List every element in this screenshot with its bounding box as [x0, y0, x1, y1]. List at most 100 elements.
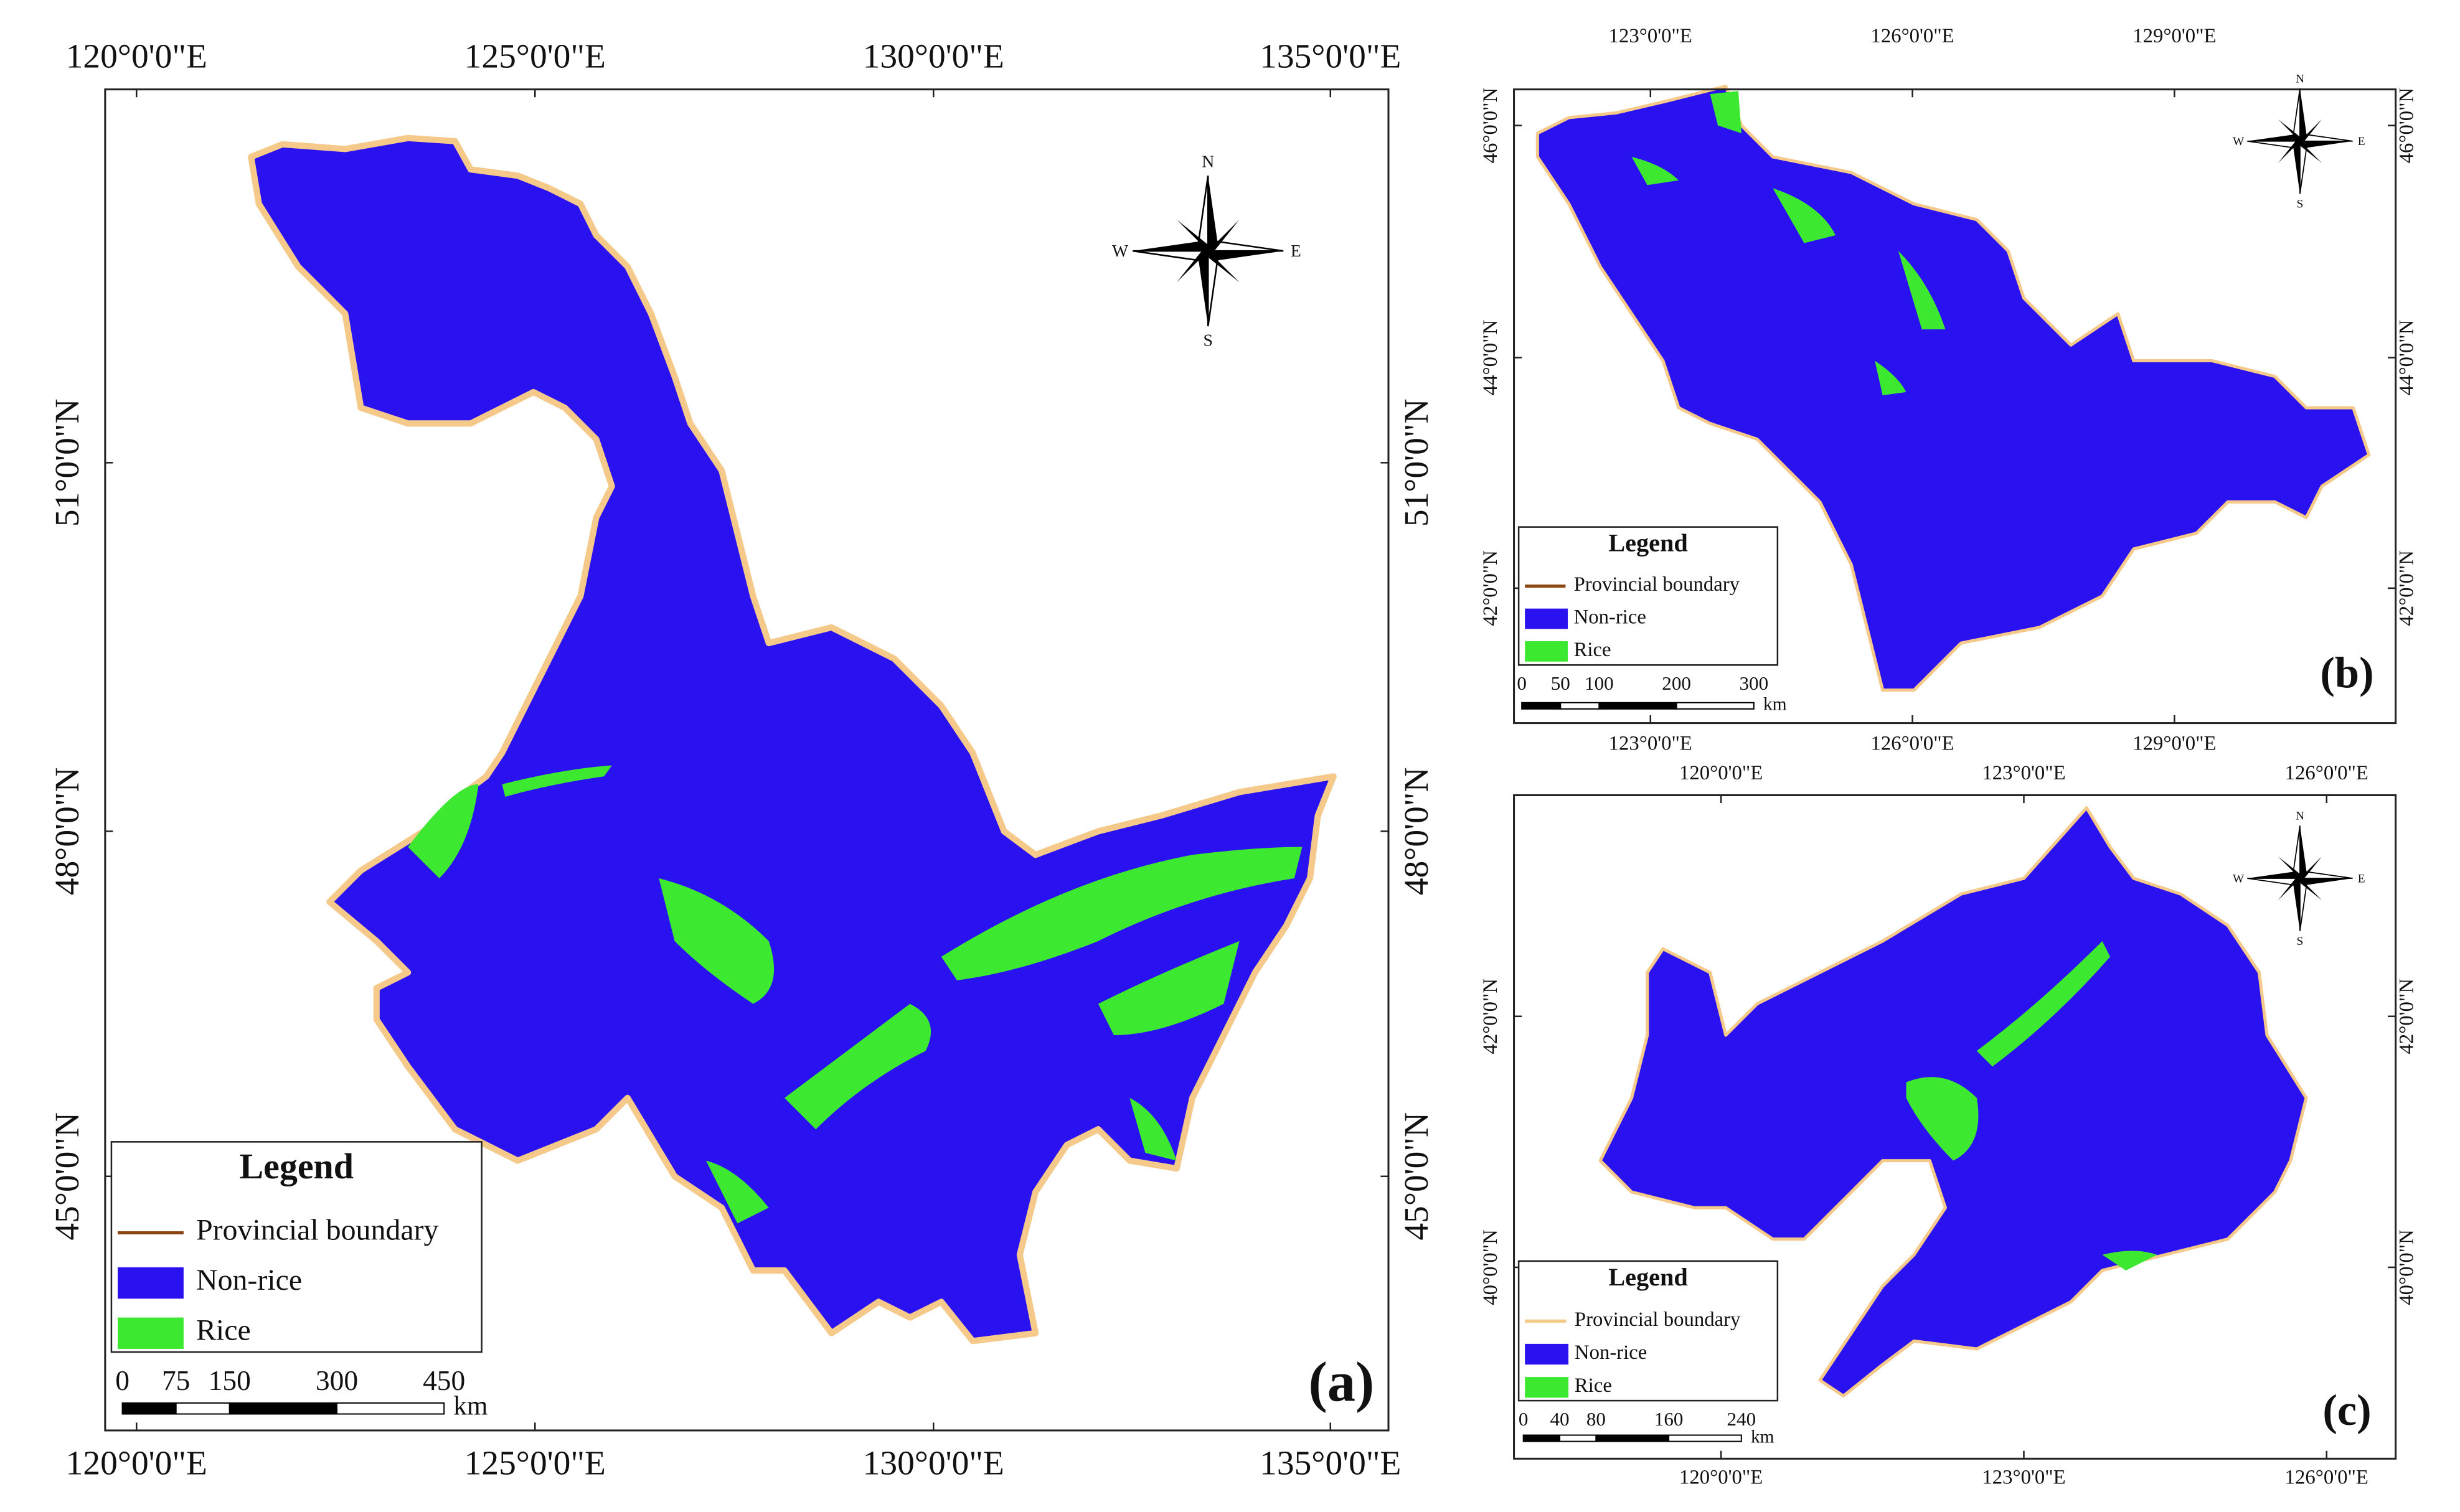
scale-bar-segment [1560, 702, 1600, 710]
legend-item: Rice [1575, 1374, 1612, 1397]
legend-title: Legend [1608, 1263, 1688, 1291]
scale-bar-segment [1522, 1434, 1561, 1442]
scale-bar-label: 80 [1586, 1408, 1606, 1430]
x-coordinate-label: 123°0'0"E [1982, 1467, 2065, 1489]
scale-bar-label: 240 [1727, 1408, 1756, 1430]
map-frame [1513, 794, 2397, 1460]
x-coordinate-label: 126°0'0"E [1870, 25, 1954, 47]
y-coordinate-label: 45°0'0"N [1397, 1112, 1435, 1241]
compass-west: W [2233, 872, 2245, 885]
y-coordinate-label: 40°0'0"N [1479, 1229, 1502, 1305]
north-arrow: N S E W [1112, 151, 1301, 349]
scale-bar-segment [229, 1402, 337, 1415]
scale-bar-unit: km [1763, 695, 1787, 715]
y-coordinate-label: 46°0'0"N [1479, 88, 1502, 164]
jilin-map [1535, 85, 2371, 692]
scale-bar-label: 100 [1585, 672, 1614, 694]
x-coordinate-label: 120°0'0"E [66, 37, 207, 75]
scale-bar-segment [1668, 1434, 1742, 1442]
legend-item: Rice [1574, 639, 1611, 661]
y-coordinate-label: 51°0'0"N [48, 398, 86, 527]
scale-bar-segment [1595, 1434, 1670, 1442]
scale-bar-segment [1559, 1434, 1597, 1442]
x-coordinate-label: 125°0'0"E [464, 37, 606, 75]
compass-south: S [2297, 198, 2304, 211]
compass-east: E [2358, 872, 2365, 885]
y-coordinate-label: 42°0'0"N [1479, 550, 1502, 626]
legend-item: Non-rice [196, 1264, 302, 1297]
liaoning-map [1598, 806, 2308, 1398]
y-coordinate-label: 45°0'0"N [48, 1112, 86, 1241]
legend-rice-swatch [1525, 641, 1568, 662]
y-coordinate-label: 40°0'0"N [2395, 1229, 2418, 1305]
y-coordinate-label: 42°0'0"N [2395, 550, 2418, 626]
panel-label: (b) [2320, 649, 2373, 698]
legend-item: Provincial boundary [196, 1213, 439, 1246]
scale-bar-label: 200 [1662, 672, 1691, 694]
legend-rice-swatch [118, 1317, 184, 1349]
scale-bar-segment [1598, 702, 1677, 710]
x-coordinate-label: 126°0'0"E [2285, 1467, 2368, 1489]
compass-rose [1132, 174, 1284, 327]
scale-bar-label: 0 [115, 1364, 130, 1396]
legend-rice-swatch [1525, 1377, 1569, 1398]
map-frame [1513, 88, 2397, 725]
x-coordinate-label: 123°0'0"E [1982, 762, 2065, 784]
scale-bar-segment [175, 1402, 230, 1415]
legend-box [110, 1141, 483, 1353]
x-coordinate-label: 126°0'0"E [1870, 732, 1954, 754]
y-coordinate-label: 44°0'0"N [1479, 320, 1502, 396]
heilongjiang-map [248, 134, 1337, 1345]
legend-nonrice-swatch [1525, 608, 1568, 629]
north-arrow: N S E W [2233, 810, 2365, 948]
x-coordinate-label: 130°0'0"E [863, 37, 1004, 75]
legend-nonrice-swatch [1525, 1343, 1569, 1365]
y-coordinate-label: 48°0'0"N [48, 768, 86, 896]
x-coordinate-label: 123°0'0"E [1609, 25, 1692, 47]
compass-north: N [1202, 151, 1214, 171]
compass-north: N [2296, 72, 2304, 85]
scale-bar-label: 40 [1550, 1408, 1569, 1430]
legend-nonrice-swatch [118, 1267, 184, 1299]
scale-bar-label: 300 [1739, 672, 1768, 694]
legend-title: Legend [1608, 528, 1688, 556]
x-coordinate-label: 123°0'0"E [1609, 732, 1692, 754]
scale-bar-unit: km [1751, 1427, 1774, 1447]
y-coordinate-label: 46°0'0"N [2395, 88, 2418, 164]
compass-south: S [1204, 331, 1213, 350]
scale-bar-label: 75 [162, 1364, 190, 1396]
legend-item: Rice [196, 1314, 251, 1347]
scale-bar-segment [1521, 702, 1562, 710]
x-coordinate-label: 125°0'0"E [464, 1444, 606, 1482]
scale-bar-segment [336, 1402, 445, 1415]
map-frame [104, 88, 1390, 1432]
north-arrow: N S E W [2233, 72, 2365, 210]
y-coordinate-label: 42°0'0"N [1479, 979, 1502, 1054]
y-coordinate-label: 44°0'0"N [2395, 320, 2418, 396]
y-coordinate-label: 42°0'0"N [2395, 979, 2418, 1054]
legend-item: Provincial boundary [1574, 573, 1740, 596]
compass-rose [2246, 88, 2354, 195]
compass-south: S [2297, 935, 2304, 948]
compass-north: N [2296, 810, 2304, 823]
panel-label: (c) [2322, 1386, 2371, 1435]
compass-west: W [1112, 241, 1129, 260]
annotations: 120°0'0"E 120°0'0"E 125°0'0"E 125°0'0"E 130°… [48, 25, 2418, 1489]
scale-bar-label: 160 [1654, 1408, 1684, 1430]
compass-rose [2246, 825, 2354, 932]
scale-bar-label: 300 [316, 1364, 358, 1396]
legend-item: Non-rice [1574, 606, 1646, 629]
compass-east: E [1291, 241, 1301, 260]
compass-east: E [2358, 135, 2365, 148]
scale-bar-label: 50 [1551, 672, 1570, 694]
x-coordinate-label: 129°0'0"E [2132, 25, 2216, 47]
scale-bar-segment [121, 1402, 177, 1415]
y-coordinate-label: 48°0'0"N [1397, 768, 1435, 896]
x-coordinate-label: 120°0'0"E [1679, 1467, 1763, 1489]
scale-bar-label: 0 [1517, 672, 1527, 694]
y-coordinate-label: 51°0'0"N [1397, 398, 1435, 527]
x-coordinate-label: 120°0'0"E [1679, 762, 1763, 784]
compass-west: W [2233, 135, 2245, 148]
scale-bar-segment [1675, 702, 1755, 710]
